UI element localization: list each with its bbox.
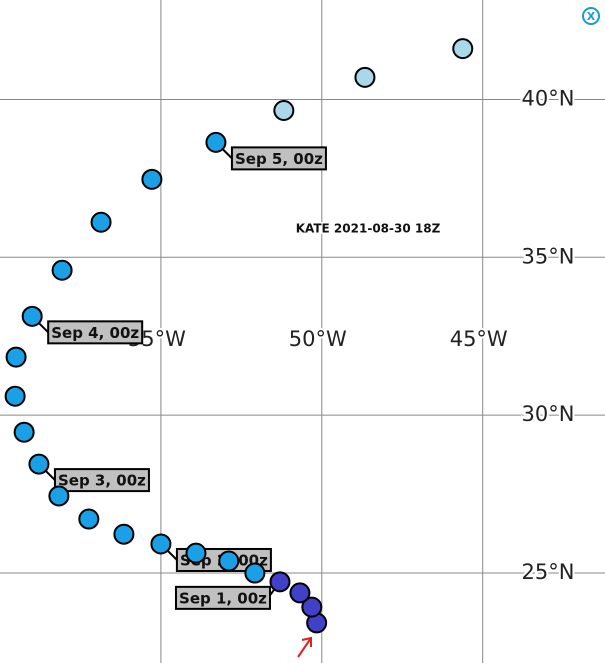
close-button[interactable]: X [582, 7, 600, 25]
arrow-shaft [297, 637, 312, 658]
track-point [28, 453, 50, 475]
track-point [78, 508, 100, 530]
lat-label: 40°N [522, 86, 575, 110]
track-point [5, 346, 27, 368]
point-label: Sep 3, 00z [58, 472, 146, 490]
track-point [218, 550, 240, 572]
track-point [141, 168, 163, 190]
track-point [150, 533, 172, 555]
track-point [21, 305, 43, 327]
point-label: Sep 1, 00z [179, 589, 267, 607]
lat-label: 25°N [522, 560, 575, 584]
label-box [53, 468, 150, 493]
track-point [354, 66, 376, 88]
track-point [205, 131, 227, 153]
track-point [51, 259, 73, 281]
lon-label: 50°W [289, 327, 347, 351]
arrow-head [301, 636, 312, 647]
track-point [90, 211, 112, 233]
point-label: Sep 4, 00z [51, 324, 139, 342]
track-point [452, 38, 474, 60]
label-box [174, 585, 271, 610]
track-point [301, 596, 323, 618]
lat-label: 35°N [522, 244, 575, 268]
track-point [113, 523, 135, 545]
track-point [244, 562, 266, 584]
current-position-arrow [297, 636, 312, 658]
track-point [48, 485, 70, 507]
track-point [185, 542, 207, 564]
point-label: Sep 5, 00z [235, 150, 323, 168]
storm-title: KATE 2021-08-30 18Z [296, 222, 441, 236]
track-point [13, 421, 35, 443]
track-point [273, 100, 295, 121]
track-point [269, 571, 291, 593]
label-box [47, 320, 144, 345]
close-circle[interactable] [582, 7, 600, 25]
label-box [230, 146, 327, 171]
close-icon[interactable]: X [587, 10, 596, 23]
track-point [4, 385, 26, 407]
track-point [289, 582, 311, 604]
lon-label: 45°W [450, 327, 508, 351]
lat-label: 30°N [522, 402, 575, 426]
